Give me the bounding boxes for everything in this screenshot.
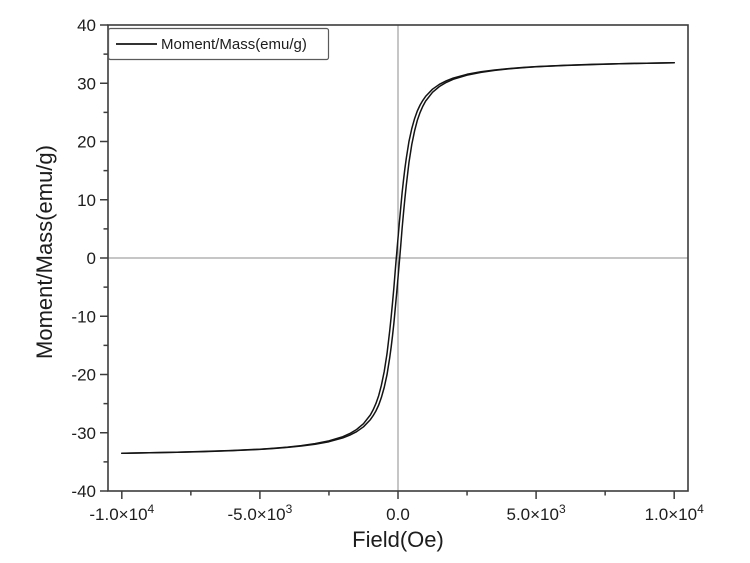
y-axis-tick-label: 30 <box>77 74 96 93</box>
legend-box <box>107 27 330 61</box>
hysteresis-branch-ascending <box>121 62 675 455</box>
y-axis-tick-label: -40 <box>71 482 96 501</box>
x-axis-tick-label: 1.0×104 <box>645 502 704 524</box>
x-axis-tick-label: -5.0×103 <box>227 502 292 524</box>
x-axis-tick-label: 0.0 <box>386 505 410 524</box>
axis-ticks: -1.0×104 -5.0×103 0.0 5.0×103 1.0×104 40 30 20 1… <box>71 16 704 524</box>
x-axis-title: Field(Oe) <box>352 527 444 552</box>
y-axis-tick-label: 0 <box>87 249 96 268</box>
legend: Moment/Mass(emu/g) <box>107 27 330 61</box>
y-axis-title: Moment/Mass(emu/g) <box>32 145 57 359</box>
y-axis-tick-label: -10 <box>71 307 96 326</box>
zero-reference-lines <box>108 25 688 491</box>
y-axis-tick-label: -30 <box>71 424 96 443</box>
x-axis-tick-label: 5.0×103 <box>507 502 566 524</box>
y-axis-tick-label: -20 <box>71 366 96 385</box>
y-axis-tick-label: 10 <box>77 191 96 210</box>
legend-label: Moment/Mass(emu/g) <box>161 36 307 53</box>
y-axis-tick-label: 40 <box>77 16 96 35</box>
x-axis-tick-label: -1.0×104 <box>89 502 154 524</box>
hysteresis-curve <box>121 61 675 455</box>
y-axis-tick-label: 20 <box>77 133 96 152</box>
